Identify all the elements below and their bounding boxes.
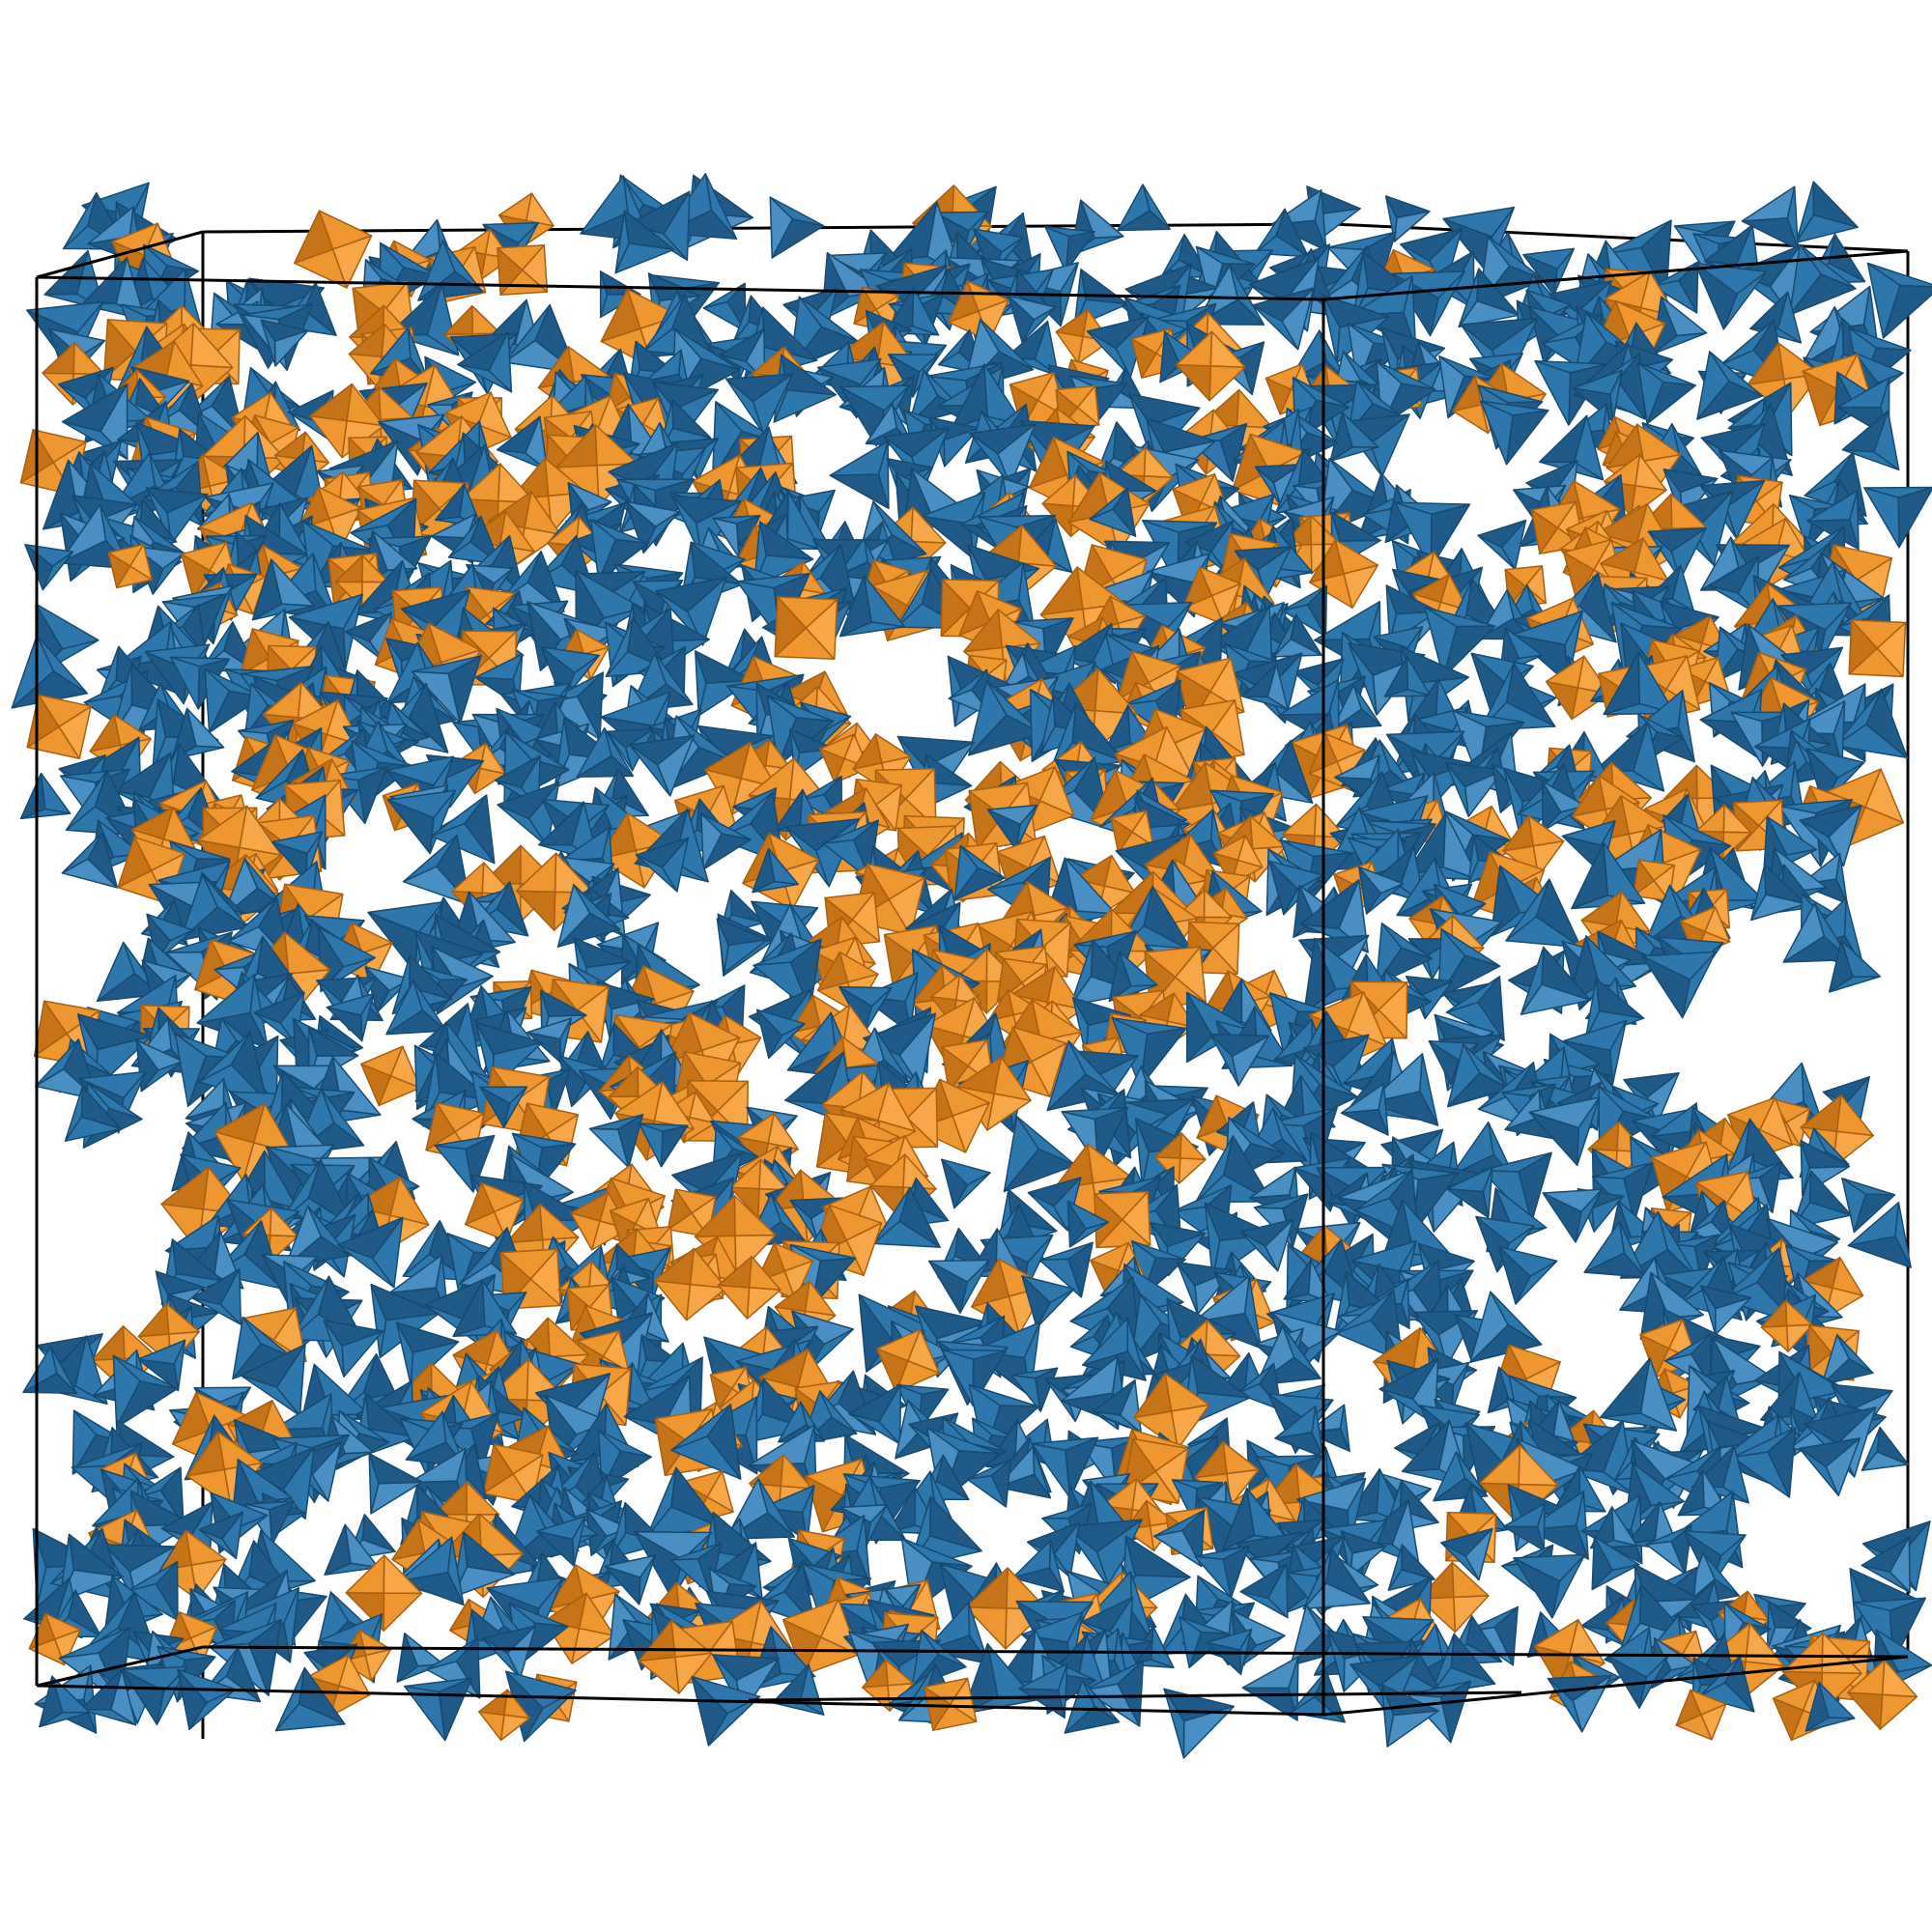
tetrahedron-icon [1708,555,1759,615]
tetrahedron-icon [1044,226,1095,273]
tetrahedron-icon [1117,184,1171,232]
tetrahedron-icon [1251,287,1315,351]
tetrahedron-icon [260,319,309,367]
tetrahedron-icon [1694,262,1768,330]
tetrahedron-icon [1863,486,1932,549]
tetrahedron-icon [655,576,727,646]
tetrahedron-icon [1424,606,1496,678]
octahedron-icon [497,244,549,296]
octahedron-icon [1175,330,1246,402]
tetrahedron-icon [1652,261,1699,314]
octahedron-icon [923,1677,978,1731]
tetrahedron-icon [1005,320,1060,377]
tetrahedron-icon [1795,181,1859,243]
octahedron-icon [107,543,153,589]
tetrahedron-icon [769,196,825,259]
tetrahedron-icon [838,575,906,638]
tetrahedron-icon [1788,243,1857,316]
tetrahedron-icon [1086,316,1150,379]
tetrahedron-icon [624,500,680,554]
tetrahedron-icon [24,544,74,591]
tetrahedron-icon [1458,268,1520,328]
tetrahedron-icon [1841,410,1900,471]
tetrahedron-icon [1866,262,1932,339]
tetrahedron-icon [1637,361,1696,425]
tetrahedron-icon [1696,351,1763,420]
tetrahedron-icon [496,415,549,471]
tetrahedron-icon [1477,519,1527,571]
particle-cloud [11,173,1932,1759]
tetrahedron-icon [969,423,1037,487]
octahedron-icon [774,596,838,661]
tetrahedron-icon [1281,584,1328,638]
octahedron-icon [294,210,373,289]
tetrahedron-icon [1329,412,1379,462]
tetrahedron-icon [1741,185,1800,250]
octahedron-icon [1309,539,1379,609]
octahedron-icon [1181,566,1241,626]
tetrahedron-icon [1384,195,1431,242]
tetrahedron-icon [589,519,649,582]
tetrahedron-icon [457,330,513,393]
tetrahedron-icon [1480,400,1549,466]
octahedron-icon [1848,619,1907,678]
tetrahedron-icon [1522,247,1575,297]
tetrahedron-icon [702,282,747,332]
tetrahedron-icon [829,440,890,510]
tetrahedron-icon [1089,487,1137,537]
tetrahedron-icon [614,210,675,274]
tetrahedron-icon [1534,360,1608,426]
tetrahedron-icon [1572,369,1623,423]
tetrahedron-icon [725,373,794,435]
tetrahedron-icon [1008,295,1057,344]
